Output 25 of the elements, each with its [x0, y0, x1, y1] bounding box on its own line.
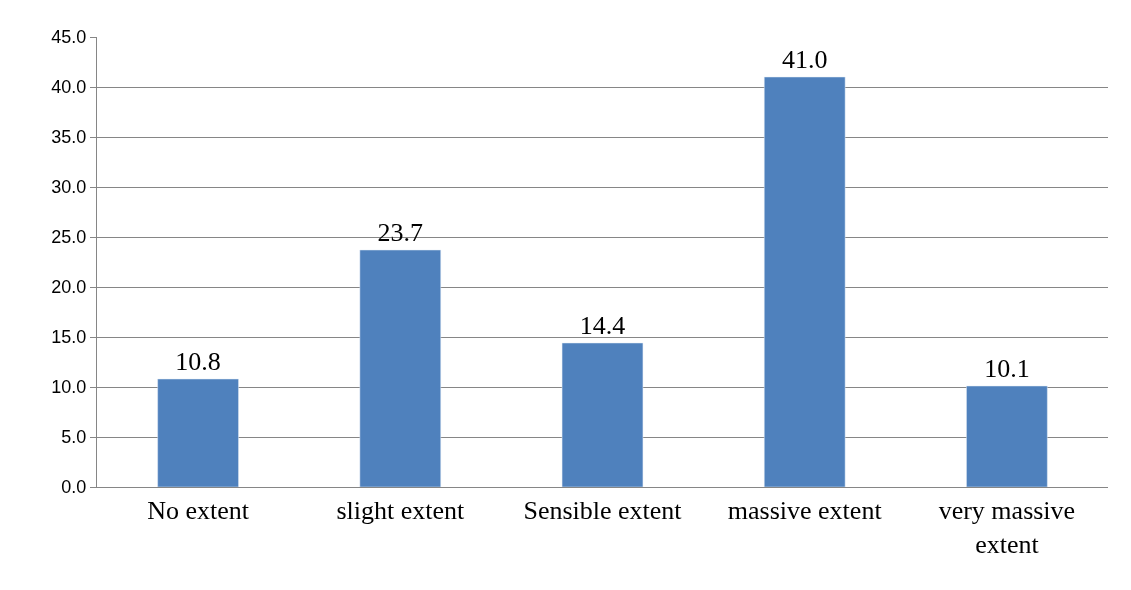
y-tick-label: 20.0: [51, 277, 87, 298]
x-tick-label: slight extent: [336, 496, 465, 526]
bar: [157, 378, 239, 487]
x-tick-label: Sensible extent: [523, 496, 683, 526]
x-tick-label: massive extent: [727, 496, 883, 526]
y-tick-label: 0.0: [61, 477, 87, 498]
y-tick-label: 25.0: [51, 227, 87, 248]
y-tick-label: 30.0: [51, 177, 87, 198]
data-label: 14.4: [579, 311, 626, 340]
y-tick-label: 15.0: [51, 327, 87, 348]
bar: [764, 76, 846, 487]
y-tick-label: 5.0: [61, 427, 87, 448]
bar: [359, 249, 441, 487]
x-tick-label: very massive extent: [938, 496, 1076, 559]
bar: [561, 342, 644, 487]
data-label: 10.8: [175, 347, 221, 376]
data-label: 23.7: [377, 218, 424, 247]
y-tick-label: 45.0: [51, 27, 87, 48]
y-tick-label: 35.0: [51, 127, 87, 148]
data-label: 41.0: [781, 45, 828, 74]
x-tick-label: No extent: [147, 496, 250, 526]
y-tick-label: 10.0: [51, 377, 87, 398]
bar: [966, 385, 1048, 487]
y-tick-label: 40.0: [51, 77, 87, 98]
data-label: 10.1: [984, 354, 1030, 383]
